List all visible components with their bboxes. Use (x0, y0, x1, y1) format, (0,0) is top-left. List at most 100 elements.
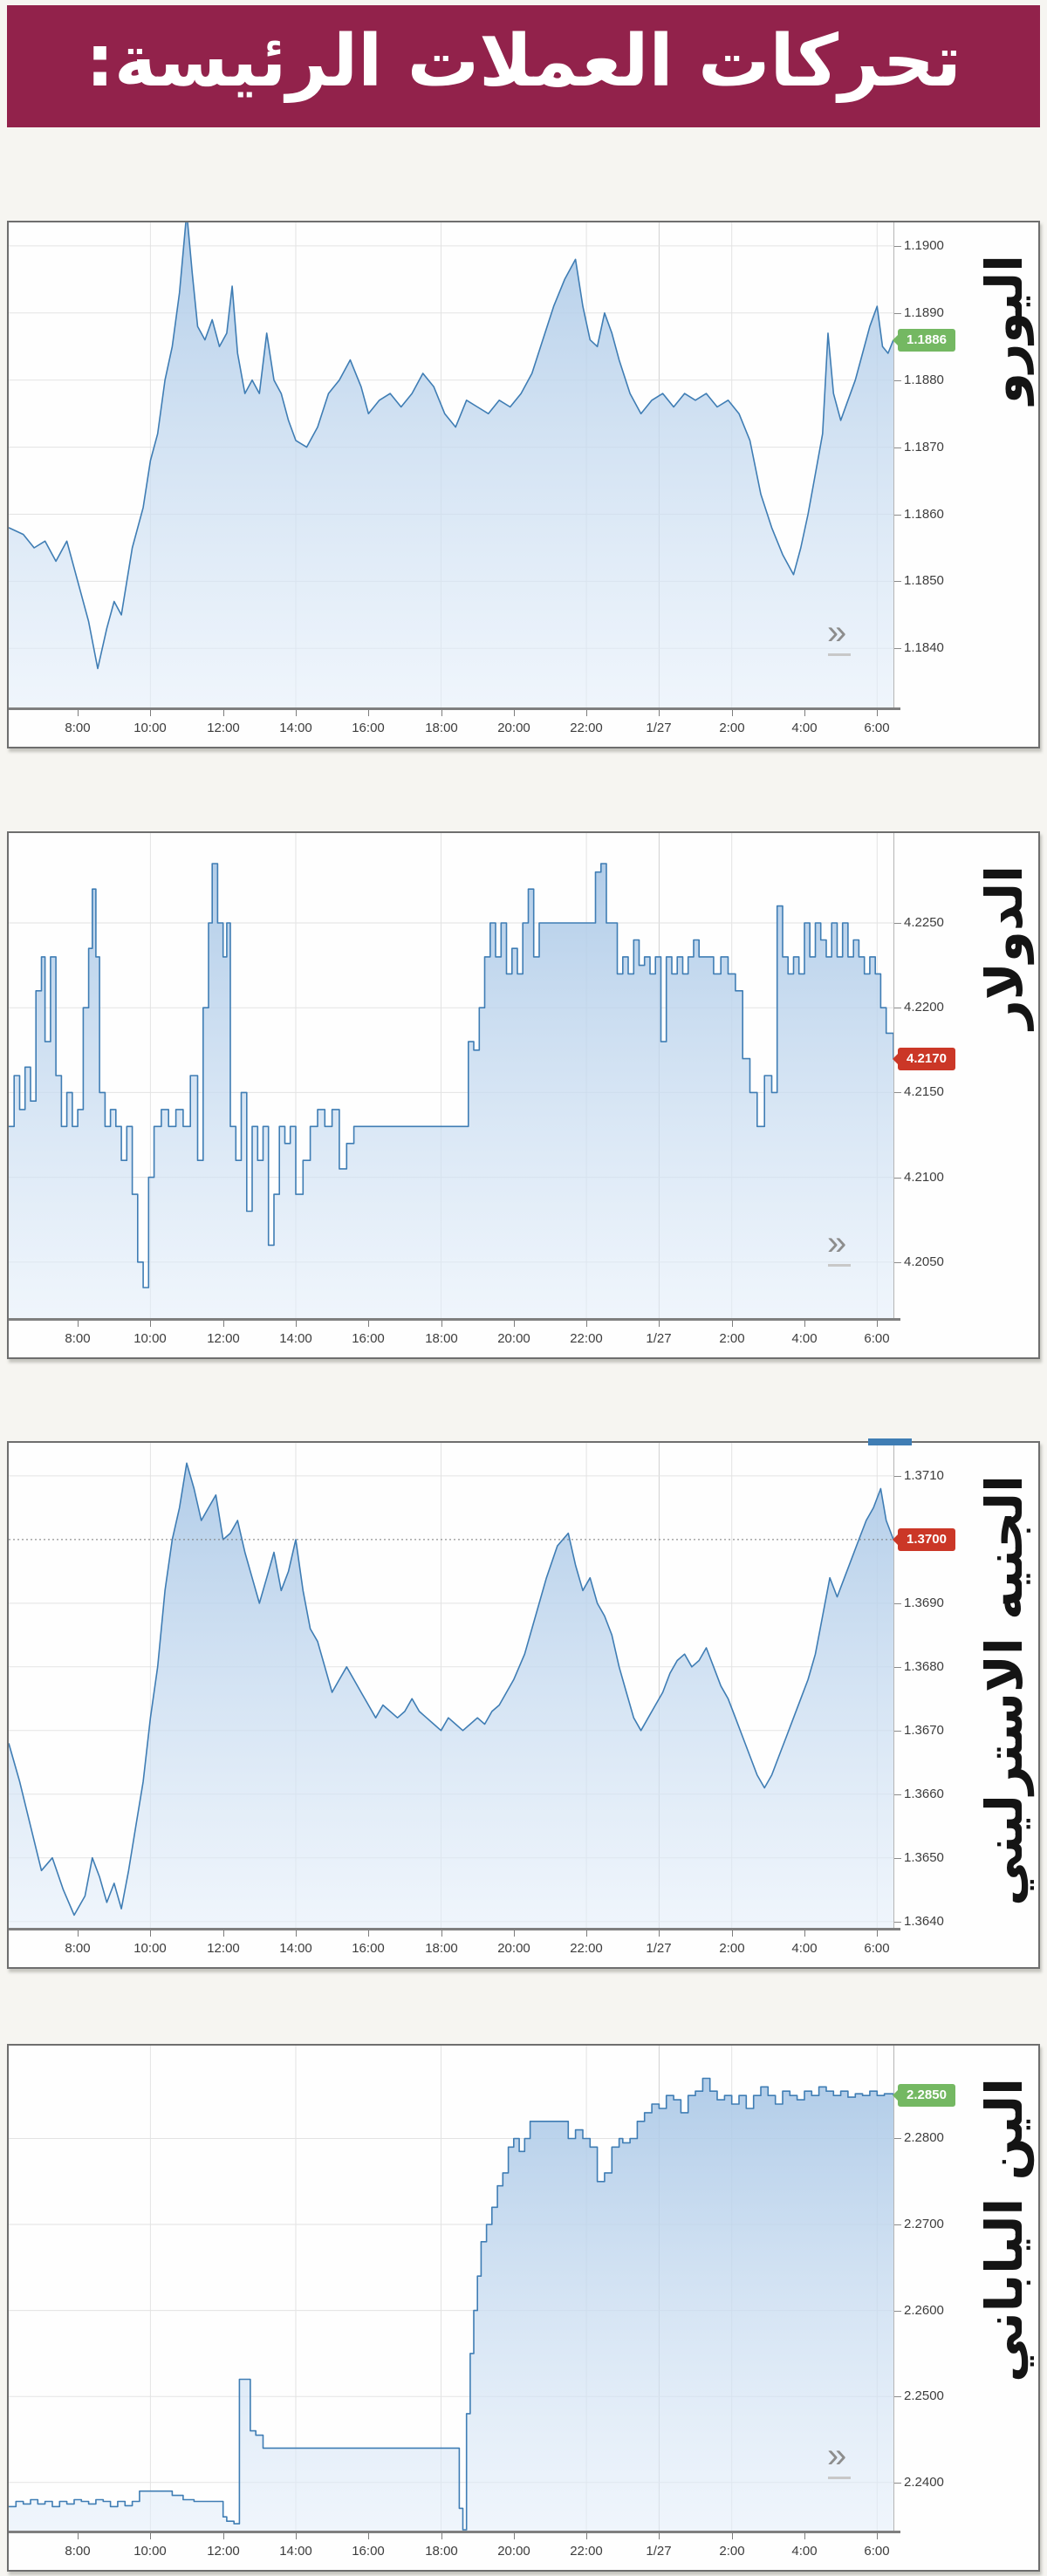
time-label: 16:00 (352, 2544, 385, 2559)
time-tick-mark (296, 1930, 297, 1937)
time-label: 12:00 (207, 2544, 240, 2559)
price-tick-label: 4.2200 (904, 1000, 944, 1015)
time-tick-mark (441, 1321, 442, 1327)
price-tick-mark (894, 1178, 901, 1179)
price-tick-mark (894, 2483, 901, 2484)
double-chevron-glyph: » (827, 613, 847, 652)
price-tick-label: 1.1890 (904, 305, 944, 320)
price-scale: 2.2800 2.2700 2.2600 2.2500 2.2400 2.2850 (893, 2046, 968, 2531)
currency-chart-panel-dollar: » 4.2250 4.2200 4.2150 4.2100 4.2050 4.2170 ا… (7, 831, 1040, 1359)
time-label: 4:00 (791, 2544, 818, 2559)
time-tick-mark (368, 2533, 369, 2539)
time-tick-mark (78, 1321, 79, 1327)
time-tick-mark (296, 1321, 297, 1327)
price-tick-label: 1.1850 (904, 573, 944, 588)
time-label: 6:00 (864, 721, 890, 735)
price-tick-mark (894, 923, 901, 924)
time-tick-mark (586, 710, 587, 716)
price-tick-mark (894, 380, 901, 381)
price-tick-mark (894, 2396, 901, 2397)
time-tick-mark (877, 1321, 878, 1327)
time-label: 16:00 (352, 721, 385, 735)
expand-chevrons-icon[interactable]: » (827, 615, 851, 656)
currency-chart-panel-japanese-yen: » 2.2800 2.2700 2.2600 2.2500 2.2400 2.2850 ا… (7, 2044, 1040, 2572)
time-tick-mark (368, 1930, 369, 1937)
time-tick-mark (732, 2533, 733, 2539)
price-tick-mark (894, 1731, 901, 1732)
date-label: 1/27 (646, 721, 672, 735)
time-tick-mark (586, 2533, 587, 2539)
price-scale: 1.3710 1.3690 1.3680 1.3670 1.3660 1.3650 1.36… (893, 1443, 968, 1929)
expand-chevrons-icon[interactable]: » (827, 2438, 851, 2479)
time-label: 22:00 (570, 2544, 603, 2559)
date-label: 1/27 (646, 1331, 672, 1346)
price-chart-plot-area[interactable]: » (9, 222, 893, 707)
expand-chevrons-icon[interactable]: » (827, 1226, 851, 1267)
time-label: 2:00 (719, 721, 745, 735)
time-label: 20:00 (497, 1331, 530, 1346)
time-label: 12:00 (207, 721, 240, 735)
area-fill-japanese-yen (9, 2078, 893, 2531)
blue-top-edge-bar (868, 1438, 912, 1445)
price-scale: 4.2250 4.2200 4.2150 4.2100 4.2050 4.2170 (893, 833, 968, 1318)
time-label: 12:00 (207, 1941, 240, 1956)
time-tick-mark (78, 710, 79, 716)
price-tick-mark (894, 648, 901, 649)
time-label: 20:00 (497, 1941, 530, 1956)
time-tick-mark (804, 710, 805, 716)
price-tick-mark (894, 1603, 901, 1604)
price-tick-mark (894, 581, 901, 582)
price-tick-mark (894, 1794, 901, 1795)
time-label: 2:00 (719, 1941, 745, 1956)
time-tick-mark (78, 1930, 79, 1937)
currency-name-column: الين الياباني (967, 2046, 1038, 2570)
last-price-badge: 2.2850 (893, 2084, 955, 2107)
price-tick-mark (894, 1858, 901, 1859)
time-tick-mark (368, 1321, 369, 1327)
area-fill-dollar (9, 864, 893, 1318)
price-tick-mark (894, 313, 901, 314)
price-tick-label: 1.3680 (904, 1659, 944, 1674)
time-tick-mark (223, 2533, 224, 2539)
time-label: 18:00 (425, 2544, 458, 2559)
time-tick-mark (150, 1930, 151, 1937)
currency-name-column: اليورو (967, 222, 1038, 747)
last-price-badge: 1.1886 (893, 329, 955, 352)
time-label: 18:00 (425, 721, 458, 735)
time-tick-mark (804, 1321, 805, 1327)
time-tick-mark (659, 710, 660, 716)
time-axis-line (9, 2531, 900, 2533)
price-tick-label: 1.1860 (904, 507, 944, 522)
time-tick-mark (223, 1930, 224, 1937)
time-label: 10:00 (133, 1331, 167, 1346)
time-label: 8:00 (65, 721, 91, 735)
time-label: 18:00 (425, 1941, 458, 1956)
price-tick-label: 2.2600 (904, 2303, 944, 2318)
price-tick-mark (894, 1922, 901, 1923)
time-tick-mark (514, 2533, 515, 2539)
price-tick-mark (894, 1667, 901, 1668)
price-chart-plot-area[interactable]: » (9, 2046, 893, 2531)
currency-name-column: الدولار (967, 833, 1038, 1357)
time-label: 6:00 (864, 2544, 890, 2559)
price-tick-mark (894, 1262, 901, 1263)
time-tick-mark (150, 2533, 151, 2539)
time-label: 22:00 (570, 721, 603, 735)
currency-chart-panel-pound-sterling: 1.3710 1.3690 1.3680 1.3670 1.3660 1.3650 1.36… (7, 1438, 1040, 1969)
time-tick-mark (368, 710, 369, 716)
chevron-underline (828, 2477, 851, 2479)
time-label: 6:00 (864, 1331, 890, 1346)
time-label: 14:00 (279, 2544, 312, 2559)
time-tick-mark (441, 1930, 442, 1937)
time-label: 14:00 (279, 1331, 312, 1346)
price-tick-label: 1.1880 (904, 372, 944, 387)
price-tick-label: 1.3640 (904, 1914, 944, 1929)
price-scale: 1.1900 1.1890 1.1880 1.1870 1.1860 1.1850 1.18… (893, 222, 968, 707)
title-banner: تحركات العملات الرئيسة: (7, 5, 1040, 127)
time-tick-mark (732, 1321, 733, 1327)
price-chart-plot-area[interactable] (9, 1443, 893, 1928)
time-label: 12:00 (207, 1331, 240, 1346)
time-label: 10:00 (133, 2544, 167, 2559)
price-tick-label: 4.2050 (904, 1254, 944, 1269)
price-chart-plot-area[interactable]: » (9, 833, 893, 1318)
